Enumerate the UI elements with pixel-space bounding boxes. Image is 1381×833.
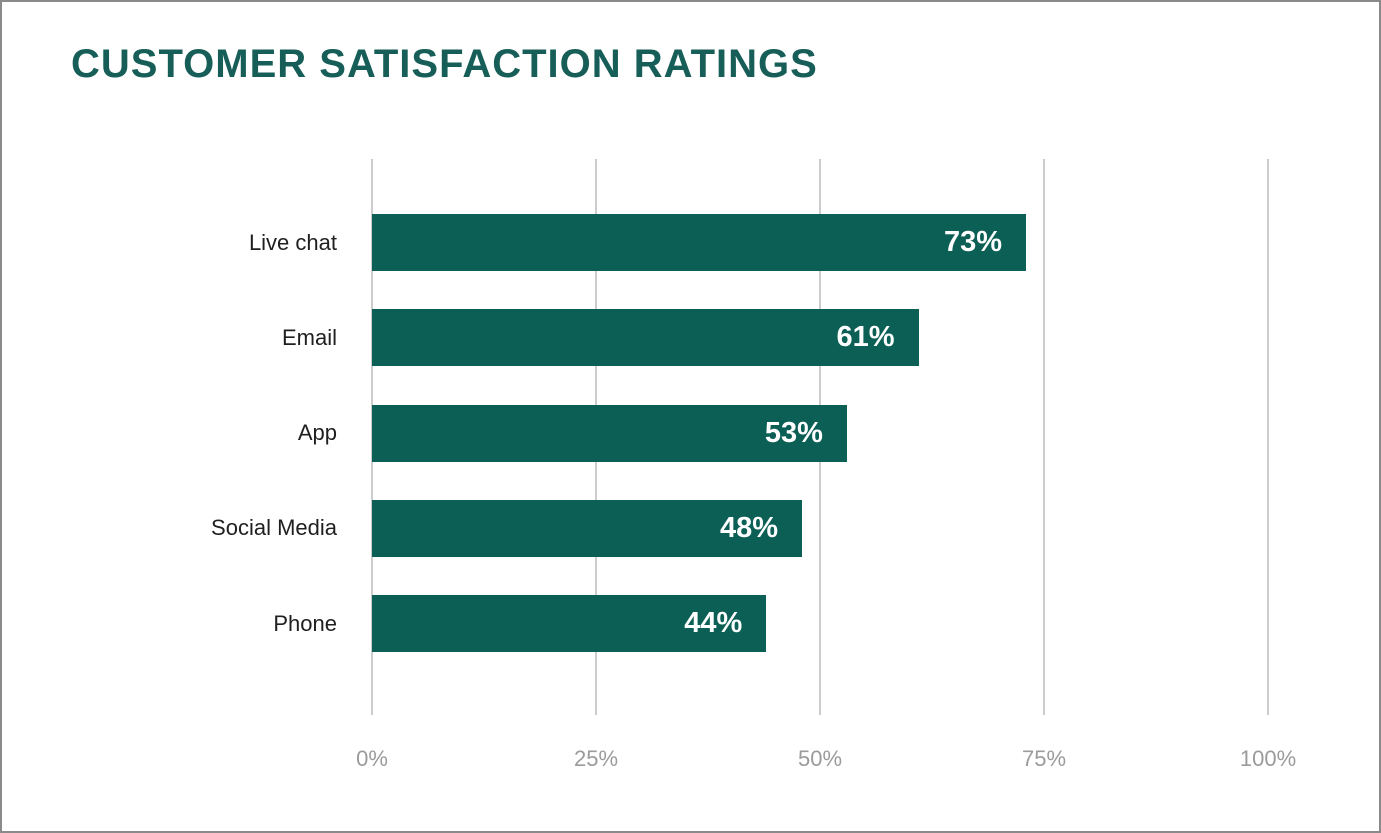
bar-phone: 44% [372, 595, 767, 652]
bar-live-chat: 73% [372, 214, 1027, 271]
category-label-live-chat: Live chat [248, 229, 337, 255]
x-tick-label: 25% [573, 746, 619, 771]
bar-app: 53% [372, 404, 847, 462]
x-tick-label: 100% [1239, 746, 1297, 771]
x-tick-label: 0% [356, 746, 388, 771]
x-axis: 0% 25% 50% 75% 100% [2, 746, 1379, 776]
x-tick-label: 75% [1021, 746, 1067, 771]
x-tick-label: 50% [797, 746, 843, 771]
bar-value-label: 73% [944, 226, 1003, 258]
bar-value-label: 48% [720, 511, 779, 544]
bar-value-label: 53% [764, 416, 823, 449]
category-label-email: Email [281, 324, 337, 350]
category-label-social-media: Social Media [211, 515, 337, 541]
plot-area: 73% 61% 53% 48% 44% [371, 159, 1269, 715]
category-label-app: App [297, 420, 337, 445]
chart-title: CUSTOMER SATISFACTION RATINGS [71, 42, 818, 86]
category-label-phone: Phone [273, 610, 337, 636]
gridline [1043, 159, 1045, 715]
bar-social-media: 48% [372, 499, 803, 557]
bar-value-label: 61% [836, 321, 895, 354]
bar-email: 61% [372, 309, 919, 367]
bar-value-label: 44% [684, 607, 743, 639]
gridline [1267, 159, 1269, 715]
